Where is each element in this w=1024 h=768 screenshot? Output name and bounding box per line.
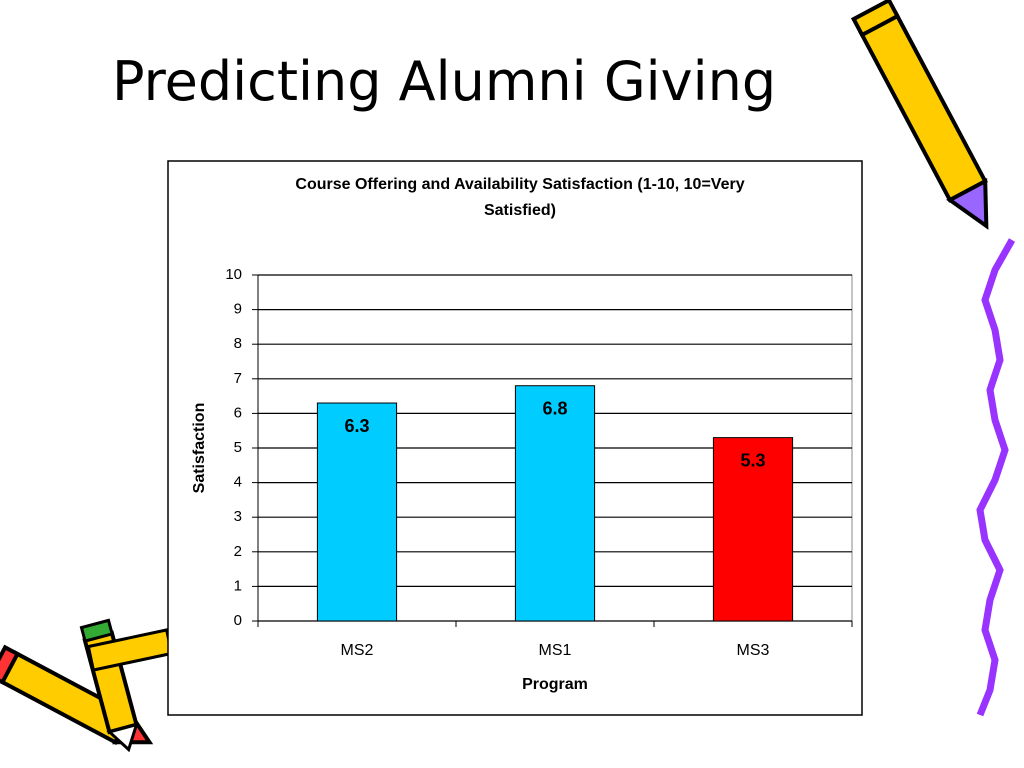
value-label: 5.3 [740,450,765,470]
x-tick-label: MS3 [737,642,770,659]
y-tick-label: 8 [234,335,242,352]
y-tick-label: 0 [234,612,242,629]
y-tick-label: 2 [234,543,242,560]
bar [514,385,596,622]
y-axis-label: Satisfaction [191,403,208,494]
squiggle [976,238,1016,717]
chart-title: Course Offering and Availability Satisfa… [295,176,745,219]
y-tick-label: 1 [234,577,242,594]
bar [712,437,794,622]
y-tick-label: 6 [234,404,242,421]
y-tick-label: 3 [234,508,242,525]
y-tick-label: 10 [225,266,242,283]
y-tick-label: 7 [234,370,242,387]
slide-title: Predicting Alumni Giving [112,50,777,113]
bar [316,402,398,622]
y-tick-label: 5 [234,439,242,456]
pencil-bottom [0,644,154,746]
value-label: 6.3 [344,416,369,436]
pencil-top [850,0,989,230]
value-label: 6.8 [542,398,567,418]
y-tick-label: 4 [234,474,242,491]
y-tick-label: 9 [234,301,242,318]
x-tick-label: MS1 [539,642,572,659]
x-axis-label: Program [522,676,588,693]
x-tick-label: MS2 [341,642,374,659]
